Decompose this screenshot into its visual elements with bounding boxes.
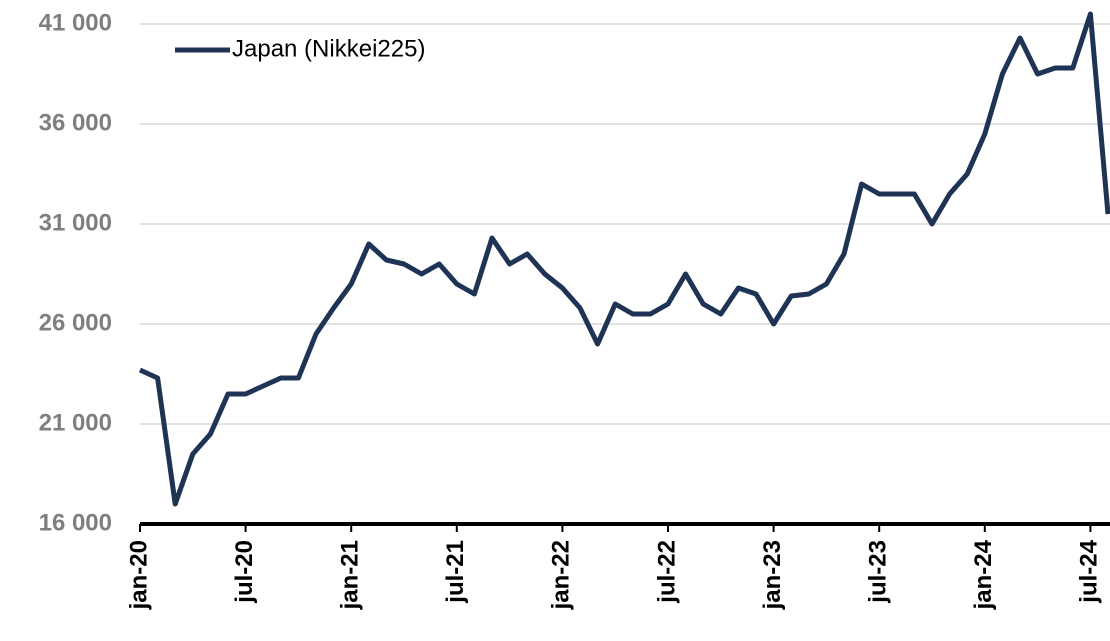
x-tick-label: jul-20 [231,540,258,604]
x-tick-label: jul-23 [865,540,892,604]
y-tick-label: 21 000 [39,409,112,436]
x-tick-label: jan-20 [125,540,152,610]
y-tick-label: 31 000 [39,209,112,236]
x-tick-label: jul-24 [1076,539,1103,603]
y-tick-label: 36 000 [39,109,112,136]
x-tick-label: jan-22 [548,540,575,610]
x-tick-label: jul-21 [442,540,469,604]
y-tick-label: 26 000 [39,309,112,336]
x-tick-label: jul-22 [653,540,680,604]
x-tick-label: jan-21 [337,540,364,610]
x-tick-label: jan-23 [759,540,786,610]
x-tick-label: jan-24 [970,539,997,610]
data-line [138,11,1110,507]
y-tick-label: 16 000 [39,509,112,536]
y-tick-label: 41 000 [39,9,112,36]
legend-label: Japan (Nikkei225) [232,35,425,62]
